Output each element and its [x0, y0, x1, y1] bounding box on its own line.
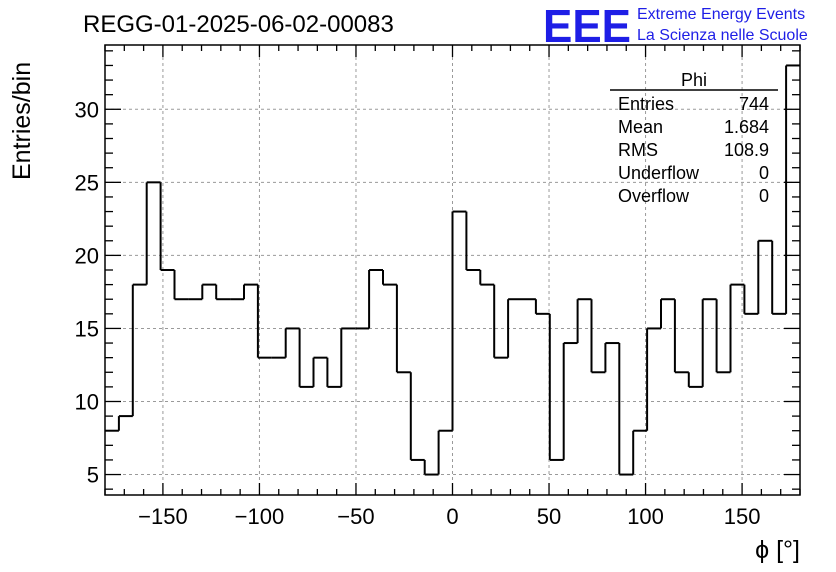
stats-label: Overflow: [618, 186, 690, 206]
y-tick-label: 25: [75, 170, 99, 195]
x-tick-label: 0: [446, 504, 458, 529]
y-tick-labels: 5 10 15 20 25 30: [75, 97, 99, 487]
stats-value: 1.684: [724, 117, 769, 137]
axis-ticks: [104, 45, 801, 495]
stats-label: Entries: [618, 94, 674, 114]
logo-line-2: La Scienza nelle Scuole: [637, 27, 808, 44]
y-tick-label: 5: [87, 463, 99, 488]
stats-label: Underflow: [618, 163, 700, 183]
x-tick-label: −150: [138, 504, 188, 529]
stats-value: 108.9: [724, 140, 769, 160]
grid: [105, 45, 800, 495]
logo-line-1: Extreme Energy Events: [637, 6, 805, 23]
stats-value: 0: [759, 163, 769, 183]
logo-mark: EEE: [543, 0, 631, 52]
x-tick-label: −100: [235, 504, 285, 529]
stats-value: 0: [759, 186, 769, 206]
y-tick-label: 30: [75, 97, 99, 122]
x-tick-label: 100: [627, 504, 664, 529]
y-tick-label: 20: [75, 243, 99, 268]
x-tick-labels: −150 −100 −50 0 50 100 150: [138, 504, 760, 529]
stats-label: Mean: [618, 117, 663, 137]
stats-value: 744: [739, 94, 769, 114]
x-tick-label: −50: [337, 504, 374, 529]
y-tick-label: 10: [75, 389, 99, 414]
x-tick-label: 150: [724, 504, 761, 529]
histogram-bars: [105, 64, 800, 476]
stats-title: Phi: [681, 70, 707, 90]
eee-logo: EEE Extreme Energy Events La Scienza nel…: [543, 0, 808, 52]
stats-box: Phi Entries 744 Mean 1.684 RMS 108.9 Underflow…: [610, 70, 778, 206]
chart-title: REGG-01-2025-06-02-00083: [83, 11, 394, 38]
y-axis-title: Entries/bin: [8, 62, 36, 180]
x-tick-label: 50: [537, 504, 561, 529]
stats-label: RMS: [618, 140, 658, 160]
x-axis-title: ϕ [°]: [755, 536, 800, 564]
y-tick-label: 15: [75, 316, 99, 341]
